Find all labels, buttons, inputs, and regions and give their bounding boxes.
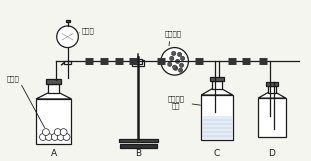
Text: 溶液: 溶液 xyxy=(171,102,180,109)
Bar xyxy=(210,77,224,81)
Bar xyxy=(132,60,144,66)
Bar xyxy=(49,84,59,93)
Bar xyxy=(267,86,276,93)
Text: D: D xyxy=(268,149,276,158)
Circle shape xyxy=(60,129,67,136)
Bar xyxy=(258,98,286,137)
Circle shape xyxy=(169,56,174,61)
Circle shape xyxy=(175,59,180,63)
Bar xyxy=(134,59,142,64)
Circle shape xyxy=(43,129,49,136)
Bar xyxy=(202,116,232,139)
Text: 过氧化钙: 过氧化钙 xyxy=(164,31,181,37)
Circle shape xyxy=(63,134,70,140)
Text: 氯氧化钙: 氯氧化钙 xyxy=(167,95,184,102)
Text: A: A xyxy=(51,149,57,158)
Polygon shape xyxy=(258,93,286,98)
Circle shape xyxy=(180,56,185,61)
Circle shape xyxy=(179,68,183,72)
Bar xyxy=(46,79,61,84)
Circle shape xyxy=(179,63,184,67)
Bar xyxy=(64,61,71,64)
Bar xyxy=(119,139,158,142)
Bar xyxy=(120,144,157,148)
Text: C: C xyxy=(214,149,220,158)
Circle shape xyxy=(173,65,177,69)
Circle shape xyxy=(57,134,64,140)
Circle shape xyxy=(51,134,58,140)
Text: 大理石: 大理石 xyxy=(7,76,19,82)
Circle shape xyxy=(45,134,52,140)
Text: 稀盐酸: 稀盐酸 xyxy=(81,28,94,34)
Circle shape xyxy=(172,51,176,56)
Bar xyxy=(36,99,72,144)
Circle shape xyxy=(57,26,78,48)
Bar xyxy=(266,82,278,86)
Circle shape xyxy=(168,62,172,66)
Polygon shape xyxy=(201,89,233,95)
Circle shape xyxy=(174,66,178,70)
Circle shape xyxy=(177,52,182,57)
Bar xyxy=(212,81,222,89)
Polygon shape xyxy=(36,93,72,99)
Circle shape xyxy=(54,129,61,136)
Bar xyxy=(201,95,233,140)
Text: B: B xyxy=(135,149,142,158)
Circle shape xyxy=(39,134,46,140)
Circle shape xyxy=(161,48,188,75)
Bar xyxy=(66,20,70,22)
